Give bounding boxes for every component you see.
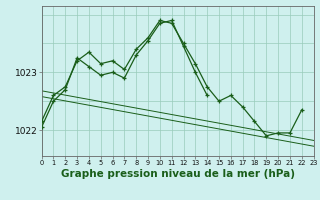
X-axis label: Graphe pression niveau de la mer (hPa): Graphe pression niveau de la mer (hPa) <box>60 169 295 179</box>
